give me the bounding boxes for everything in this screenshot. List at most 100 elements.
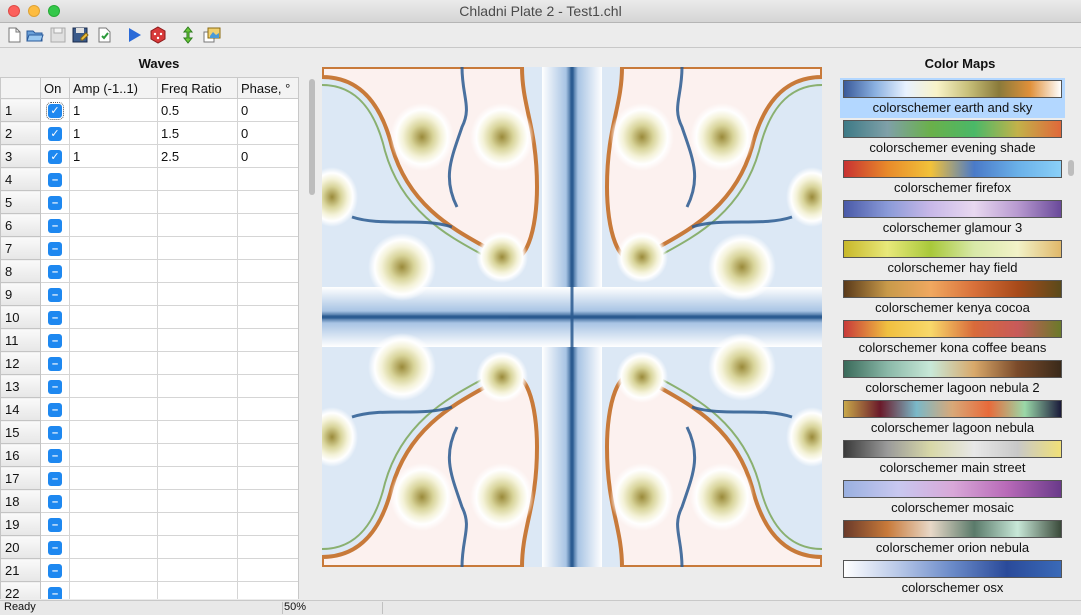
on-checkbox-mixed[interactable]: –: [48, 172, 62, 187]
row-header[interactable]: 10: [0, 305, 41, 329]
on-cell[interactable]: –: [40, 466, 70, 490]
on-cell[interactable]: –: [40, 374, 70, 398]
freq-ratio-cell[interactable]: [157, 259, 238, 283]
color-map-item[interactable]: colorschemer glamour 3: [840, 198, 1065, 238]
on-cell[interactable]: –: [40, 443, 70, 467]
row-header[interactable]: 6: [0, 213, 41, 237]
table-row[interactable]: 3 ✓ 1 2.5 0: [0, 144, 298, 168]
freq-ratio-cell[interactable]: [157, 190, 238, 214]
on-cell[interactable]: –: [40, 236, 70, 260]
on-cell[interactable]: –: [40, 190, 70, 214]
phase-cell[interactable]: [237, 282, 298, 306]
row-header[interactable]: 15: [0, 420, 41, 444]
color-maps-list[interactable]: colorschemer earth and sky colorschemer e…: [840, 78, 1065, 600]
row-header[interactable]: 5: [0, 190, 41, 214]
waves-scrollbar[interactable]: [307, 77, 316, 597]
row-header[interactable]: 21: [0, 558, 41, 582]
play-icon[interactable]: [125, 26, 143, 44]
export-icon[interactable]: [95, 26, 113, 44]
freq-ratio-cell[interactable]: [157, 213, 238, 237]
color-map-item[interactable]: colorschemer kona coffee beans: [840, 318, 1065, 358]
table-row[interactable]: 13–: [0, 374, 298, 398]
phase-cell[interactable]: [237, 489, 298, 513]
amp-cell[interactable]: 1: [69, 144, 158, 168]
freq-ratio-cell[interactable]: [157, 374, 238, 398]
amp-cell[interactable]: [69, 558, 158, 582]
phase-cell[interactable]: 0: [237, 121, 298, 145]
on-cell[interactable]: –: [40, 328, 70, 352]
on-checkbox-mixed[interactable]: –: [48, 517, 62, 532]
row-header[interactable]: 2: [0, 121, 41, 145]
phase-cell[interactable]: [237, 167, 298, 191]
phase-cell[interactable]: [237, 351, 298, 375]
amp-cell[interactable]: [69, 236, 158, 260]
amp-cell[interactable]: [69, 466, 158, 490]
on-cell[interactable]: –: [40, 397, 70, 421]
open-folder-icon[interactable]: [26, 26, 44, 44]
table-row[interactable]: 17–: [0, 466, 298, 490]
random-dice-icon[interactable]: [149, 26, 167, 44]
table-row[interactable]: 7–: [0, 236, 298, 260]
freq-ratio-cell[interactable]: [157, 282, 238, 306]
row-header[interactable]: 17: [0, 466, 41, 490]
phase-cell[interactable]: [237, 535, 298, 559]
table-row[interactable]: 10–: [0, 305, 298, 329]
on-checkbox-mixed[interactable]: –: [48, 241, 62, 256]
amp-cell[interactable]: [69, 282, 158, 306]
table-row[interactable]: 22–: [0, 581, 298, 599]
amp-cell[interactable]: [69, 581, 158, 599]
on-checkbox-mixed[interactable]: –: [48, 287, 62, 302]
row-header[interactable]: 4: [0, 167, 41, 191]
color-map-item[interactable]: colorschemer lagoon nebula 2: [840, 358, 1065, 398]
table-row[interactable]: 16–: [0, 443, 298, 467]
row-header[interactable]: 22: [0, 581, 41, 599]
phase-cell[interactable]: [237, 328, 298, 352]
table-row[interactable]: 2 ✓ 1 1.5 0: [0, 121, 298, 145]
on-cell[interactable]: –: [40, 581, 70, 599]
on-cell[interactable]: –: [40, 535, 70, 559]
on-checkbox-mixed[interactable]: –: [48, 448, 62, 463]
table-row[interactable]: 14–: [0, 397, 298, 421]
amp-cell[interactable]: [69, 167, 158, 191]
amp-cell[interactable]: [69, 443, 158, 467]
row-header[interactable]: 8: [0, 259, 41, 283]
color-map-item[interactable]: colorschemer osx: [840, 558, 1065, 598]
on-cell[interactable]: –: [40, 305, 70, 329]
animate-icon[interactable]: [179, 26, 197, 44]
amp-cell[interactable]: [69, 259, 158, 283]
chladni-plate-canvas[interactable]: [322, 67, 822, 567]
phase-cell[interactable]: [237, 420, 298, 444]
row-header[interactable]: 9: [0, 282, 41, 306]
amp-cell[interactable]: [69, 190, 158, 214]
freq-ratio-cell[interactable]: [157, 397, 238, 421]
on-checkbox-mixed[interactable]: –: [48, 333, 62, 348]
phase-cell[interactable]: [237, 466, 298, 490]
on-checkbox-mixed[interactable]: –: [48, 540, 62, 555]
freq-ratio-cell[interactable]: [157, 305, 238, 329]
color-map-item[interactable]: colorschemer hay field: [840, 238, 1065, 278]
on-cell[interactable]: –: [40, 558, 70, 582]
amp-cell[interactable]: [69, 213, 158, 237]
on-checkbox-mixed[interactable]: –: [48, 310, 62, 325]
freq-ratio-cell[interactable]: [157, 535, 238, 559]
table-row[interactable]: 6–: [0, 213, 298, 237]
on-checkbox-checked[interactable]: ✓: [48, 149, 62, 164]
on-checkbox-mixed[interactable]: –: [48, 356, 62, 371]
color-map-item[interactable]: colorschemer lagoon nebula: [840, 398, 1065, 438]
color-map-item[interactable]: colorschemer kenya cocoa: [840, 278, 1065, 318]
phase-cell[interactable]: [237, 558, 298, 582]
amp-cell[interactable]: [69, 489, 158, 513]
freq-ratio-cell[interactable]: [157, 351, 238, 375]
phase-cell[interactable]: 0: [237, 98, 298, 122]
column-header-on[interactable]: On: [40, 77, 70, 99]
on-cell[interactable]: –: [40, 259, 70, 283]
table-row[interactable]: 21–: [0, 558, 298, 582]
column-header-phase[interactable]: Phase, °: [237, 77, 298, 99]
amp-cell[interactable]: 1: [69, 121, 158, 145]
on-checkbox-mixed[interactable]: –: [48, 195, 62, 210]
on-cell[interactable]: –: [40, 351, 70, 375]
row-header[interactable]: 13: [0, 374, 41, 398]
freq-ratio-cell[interactable]: [157, 443, 238, 467]
amp-cell[interactable]: [69, 328, 158, 352]
phase-cell[interactable]: [237, 443, 298, 467]
